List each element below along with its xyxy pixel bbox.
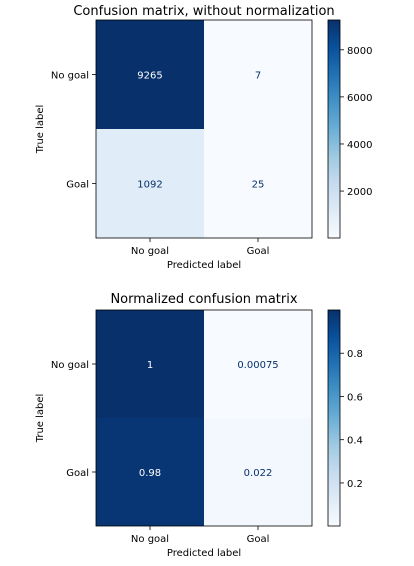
y-tick-label: No goal	[51, 360, 89, 371]
x-tick-label: Goal	[247, 246, 270, 257]
x-tick-label: Goal	[247, 534, 270, 545]
matrix-cell	[96, 129, 204, 238]
matrix-cell	[96, 20, 204, 129]
y-tick-label: No goal	[51, 71, 89, 82]
y-tick-label: Goal	[66, 468, 89, 479]
matrix-cell	[96, 418, 204, 526]
cell-value-label: 9265	[137, 71, 162, 82]
axes-frame	[95, 19, 313, 239]
colorbar-tick-label: 4000	[347, 140, 372, 151]
x-axis-label: Predicted label	[167, 260, 241, 271]
matrix-cell	[204, 20, 312, 129]
cell-value-label: 0.98	[139, 468, 161, 479]
cell-value-label: 0.00075	[237, 360, 278, 371]
cell-value-label: 25	[252, 180, 265, 191]
y-tick-label: Goal	[66, 180, 89, 191]
chart-title: Confusion matrix, without normalization	[73, 4, 334, 19]
colorbar-tick-label: 6000	[347, 93, 372, 104]
colorbar-tick-label: 0.6	[347, 392, 363, 403]
x-tick-label: No goal	[131, 246, 169, 257]
matrix-cell	[96, 310, 204, 418]
colorbar-tick-label: 8000	[347, 46, 372, 57]
matrix-cell	[204, 129, 312, 238]
cell-value-label: 0.022	[244, 468, 273, 479]
x-tick-label: No goal	[131, 534, 169, 545]
y-axis-label: True label	[35, 394, 46, 444]
colorbar-tick-label: 0.4	[347, 436, 363, 447]
colorbar-tick-label: 2000	[347, 187, 372, 198]
colorbar-tick-label: 0.8	[347, 349, 363, 360]
y-axis-label: True label	[35, 105, 46, 155]
matrix-cell	[204, 418, 312, 526]
cell-value-label: 7	[255, 71, 261, 82]
cell-value-label: 1092	[137, 180, 162, 191]
colorbar	[327, 19, 341, 239]
colorbar	[327, 309, 341, 527]
x-axis-label: Predicted label	[167, 548, 241, 559]
chart-title: Normalized confusion matrix	[110, 292, 297, 307]
matrix-cell	[204, 310, 312, 418]
cell-value-label: 1	[147, 360, 153, 371]
axes-frame	[95, 309, 313, 527]
colorbar-tick-label: 0.2	[347, 479, 363, 490]
